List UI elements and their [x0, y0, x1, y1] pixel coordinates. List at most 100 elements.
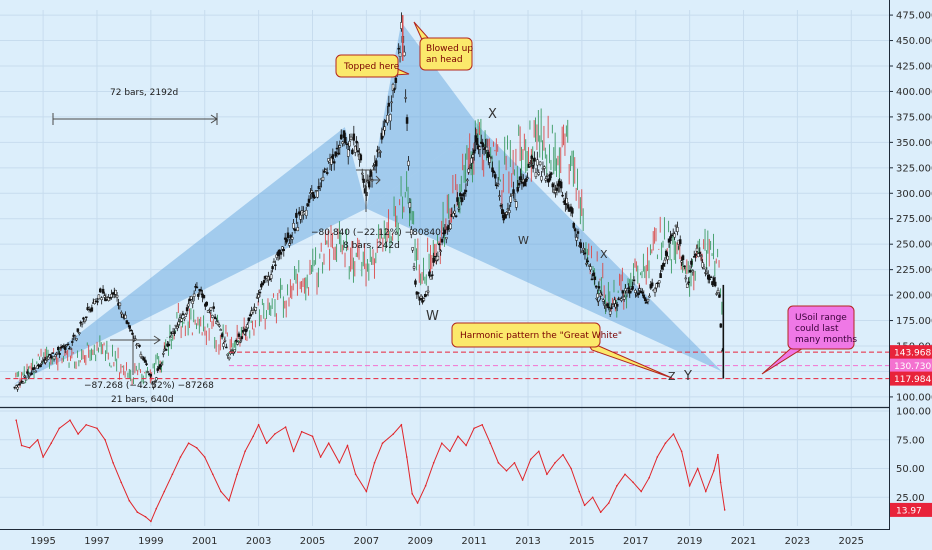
time-tick-label: 2015	[569, 536, 594, 547]
price-tick-label: 250.000	[896, 240, 932, 251]
oscillator-point	[265, 442, 268, 445]
oscillator-point	[220, 490, 222, 493]
oscillator-point	[15, 419, 17, 422]
candle-body	[463, 192, 466, 194]
oscillator-point	[228, 499, 230, 502]
bars-range-measure[interactable]: 72 bars, 2192d	[52, 88, 218, 125]
candle-body	[274, 264, 277, 267]
oscillator-point	[274, 433, 276, 435]
candle-body	[466, 179, 469, 182]
candle-body	[346, 149, 350, 157]
oscillator-point	[538, 450, 540, 453]
candle-body	[621, 290, 625, 294]
label-Z: Z	[668, 370, 676, 383]
candle-body	[66, 343, 70, 346]
candle-body	[530, 155, 533, 159]
candle-body	[467, 168, 470, 173]
measure-top[interactable]: −80.840 (−22.12%) −80840 8 bars, 242d	[311, 169, 441, 251]
price-tick-label: 475.000	[896, 11, 932, 22]
callout-blowed-text-1: Blowed up	[426, 44, 473, 54]
price-badges: 143.968 130.730 117.984 13.97	[890, 345, 932, 517]
candle-body	[709, 276, 713, 279]
candle-body	[580, 250, 584, 253]
grid-lines	[0, 10, 889, 526]
callout-topped-here[interactable]: Topped here	[335, 54, 410, 78]
candle-body	[167, 343, 171, 346]
candle-body	[199, 289, 203, 292]
label-Y-small: Y	[594, 296, 602, 309]
candle-body	[27, 376, 31, 378]
candle-body	[335, 147, 339, 150]
oscillator-point	[562, 453, 564, 456]
candle-body	[424, 293, 427, 298]
candle-body	[587, 265, 591, 267]
candle-body	[169, 336, 172, 338]
candle-body	[374, 160, 378, 167]
candle-body	[660, 265, 664, 270]
candle-body	[316, 190, 319, 198]
candle-body	[718, 294, 721, 298]
oscillator-point	[411, 493, 414, 495]
candle-body	[583, 252, 587, 255]
candle-body	[503, 212, 507, 219]
candle-body	[62, 345, 66, 348]
candle-body	[691, 270, 695, 273]
oscillator-point	[300, 430, 303, 433]
label-Y: Y	[683, 369, 692, 384]
candle-body	[176, 326, 179, 329]
candle-body	[473, 149, 476, 154]
callout-harmonic[interactable]: Harmonic pattern the "Great White"	[451, 322, 673, 379]
candle-body	[248, 314, 252, 317]
oscillator-point	[311, 435, 314, 438]
candle-body	[601, 299, 605, 302]
candle-body	[254, 307, 258, 311]
bars-range-arrowhead	[210, 114, 218, 124]
candle-body	[38, 364, 42, 368]
callout-topped-box	[335, 54, 399, 78]
candle-body	[561, 194, 564, 197]
candle-body	[681, 255, 685, 260]
oscillator-point	[171, 473, 174, 476]
candle-body	[52, 356, 56, 360]
osc-value-label: 13.97	[896, 506, 922, 516]
candle-body	[492, 170, 496, 174]
candle-body	[571, 208, 574, 214]
callout-usoil[interactable]: USoil range could last many months	[761, 305, 857, 375]
candle-body	[150, 382, 154, 385]
candle-body	[83, 319, 87, 322]
candle-body	[680, 260, 683, 263]
candle-body	[54, 354, 57, 357]
candle-body	[524, 178, 528, 182]
candle-body	[367, 181, 371, 188]
candle-body	[648, 295, 651, 298]
candle-body	[187, 303, 190, 307]
candle-body	[44, 360, 47, 363]
candle-body	[218, 324, 221, 327]
candle-body	[209, 306, 213, 311]
oscillator-point	[441, 442, 443, 445]
price-tick-label: 350.000	[896, 138, 932, 149]
measure-bottom[interactable]: −87.268 (−42.52%) −87268 21 bars, 640d	[84, 335, 214, 405]
callout-blowed-up[interactable]: Blowed up an head	[413, 21, 473, 71]
candle-body	[334, 151, 337, 157]
candle-body	[659, 273, 662, 279]
candle-body	[470, 157, 473, 164]
candle-body	[120, 312, 123, 315]
candle-body	[705, 271, 709, 274]
time-tick-label: 2021	[731, 536, 756, 547]
candle-body	[260, 283, 263, 288]
level-badge	[890, 345, 932, 360]
candle-body	[592, 272, 595, 277]
candle-body	[491, 167, 494, 173]
candle-body	[220, 333, 224, 337]
candle-body	[554, 190, 557, 193]
candle-body	[638, 288, 641, 291]
label-x: x	[528, 158, 535, 171]
candle-body	[349, 136, 353, 140]
oscillator-point	[705, 490, 707, 493]
callout-blowed-box	[419, 37, 473, 71]
callout-usoil-text-2: could last	[795, 324, 839, 334]
price-tick-label: 200.000	[896, 291, 932, 302]
candle-body	[223, 339, 227, 342]
